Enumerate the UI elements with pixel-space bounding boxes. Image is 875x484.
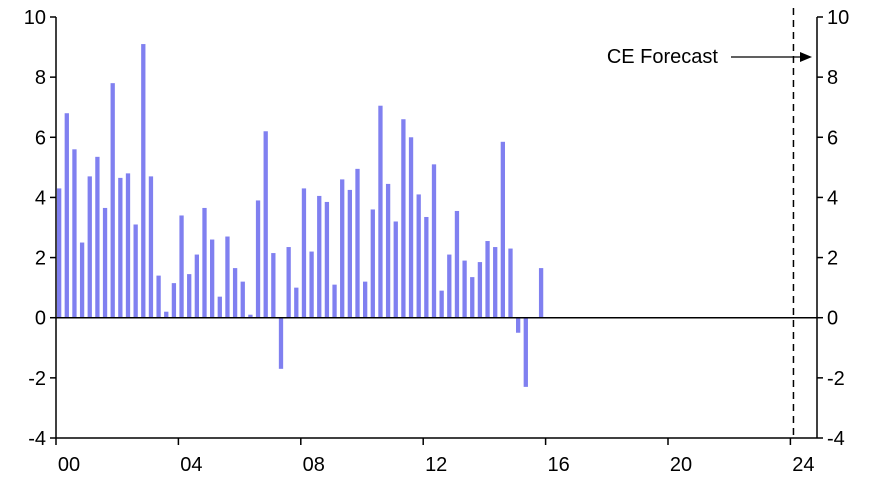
bar	[347, 189, 352, 318]
y-tick-label-right: 10	[827, 7, 849, 29]
bar	[324, 201, 330, 318]
x-tick-label: 00	[58, 454, 80, 476]
bar	[232, 268, 238, 318]
y-tick-label-right: 2	[827, 248, 838, 270]
bar	[538, 268, 544, 318]
bar	[133, 224, 138, 318]
y-tick-label-left: 4	[35, 187, 46, 209]
bar	[385, 183, 391, 318]
y-tick-label-left: 6	[35, 127, 46, 149]
bar	[156, 275, 161, 318]
bar	[485, 241, 490, 318]
bar	[210, 239, 215, 318]
bar	[424, 216, 429, 318]
bar	[217, 296, 222, 318]
x-tick-label: 08	[303, 454, 325, 476]
bar	[523, 317, 528, 387]
bar	[301, 188, 307, 318]
bar	[148, 176, 154, 318]
y-tick-label-right: 4	[827, 187, 838, 209]
bar	[363, 281, 368, 318]
forecast-annotation: CE Forecast	[607, 46, 719, 68]
bar	[271, 253, 276, 318]
bar	[393, 221, 398, 318]
ticks-group: 10 108 86 64 42 20 0-2 -2-4 -400 04 08 12 16 20 24	[24, 7, 850, 476]
bar	[462, 260, 467, 318]
bar	[447, 254, 452, 318]
bar	[294, 287, 299, 318]
y-tick-label-right: -2	[827, 368, 845, 390]
bar	[355, 168, 360, 318]
bar	[317, 195, 322, 318]
y-tick-label-left: 8	[35, 67, 46, 89]
x-tick-label: 12	[425, 454, 447, 476]
bar	[477, 262, 483, 318]
x-tick-label: 24	[792, 454, 814, 476]
bar	[171, 283, 177, 318]
y-tick-label-right: 8	[827, 67, 838, 89]
bar	[408, 137, 414, 318]
bar	[493, 247, 498, 318]
bar	[516, 317, 521, 333]
bar	[286, 247, 291, 318]
bar	[255, 200, 261, 318]
bar	[470, 277, 475, 318]
bar	[225, 236, 230, 318]
bar	[64, 113, 69, 318]
forecast-arrow-head	[800, 52, 812, 62]
bar	[118, 177, 123, 318]
bar	[401, 119, 406, 318]
y-tick-label-left: 0	[35, 308, 46, 330]
y-tick-label-right: 6	[827, 127, 838, 149]
x-tick-label: 20	[670, 454, 692, 476]
bar	[454, 210, 460, 318]
y-tick-label-left: -2	[28, 368, 46, 390]
bar	[72, 149, 77, 318]
y-tick-label-right: -4	[827, 428, 845, 450]
bar	[431, 164, 437, 318]
bar	[57, 188, 62, 318]
y-tick-label-left: -4	[28, 428, 46, 450]
bars-group	[57, 44, 544, 387]
bar	[500, 141, 505, 318]
bar	[340, 179, 345, 318]
bar	[87, 176, 92, 318]
bar	[187, 274, 192, 318]
y-tick-label-left: 10	[24, 7, 46, 29]
bar	[95, 156, 100, 318]
bar	[508, 248, 513, 318]
bar	[79, 242, 85, 318]
bar	[263, 131, 268, 318]
y-tick-label-left: 2	[35, 248, 46, 270]
y-tick-label-right: 0	[827, 308, 838, 330]
bar	[202, 207, 207, 318]
bar	[125, 173, 131, 318]
x-tick-label: 16	[547, 454, 569, 476]
bar	[332, 284, 337, 318]
bar	[278, 317, 284, 369]
bar	[164, 311, 169, 318]
bar	[141, 44, 146, 318]
bar	[309, 251, 314, 318]
bar	[179, 215, 184, 318]
bar	[416, 194, 421, 318]
bar	[370, 209, 375, 318]
bar	[378, 105, 383, 318]
bar	[102, 207, 108, 318]
bar	[248, 314, 253, 318]
bar	[240, 281, 245, 318]
bar	[110, 83, 115, 318]
x-tick-label: 04	[180, 454, 202, 476]
bar	[194, 254, 199, 318]
bar	[439, 290, 444, 318]
